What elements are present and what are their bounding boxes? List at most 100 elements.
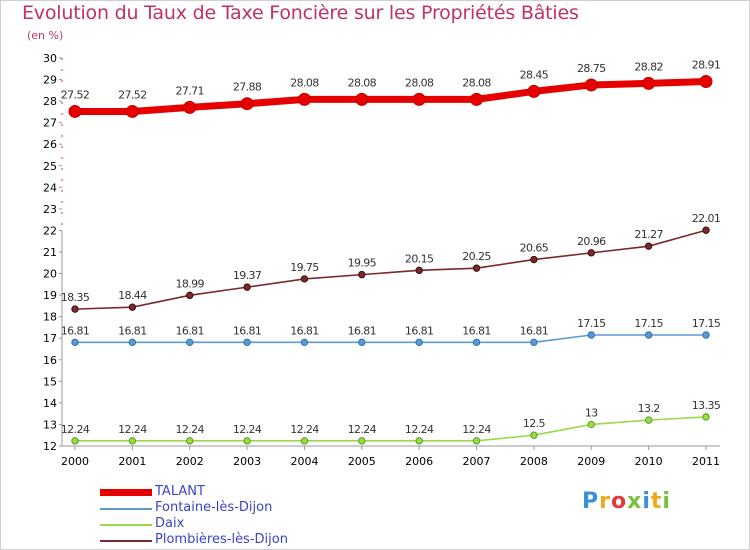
- x-tick-label: 2007: [463, 455, 491, 468]
- y-tick-label: 21: [43, 246, 57, 259]
- legend-swatch: [100, 489, 152, 496]
- data-point: [530, 338, 538, 347]
- data-point: [243, 437, 251, 445]
- y-tick-label: 18: [43, 311, 57, 324]
- data-point: [415, 338, 423, 347]
- data-label: 28.08: [405, 76, 434, 89]
- logo-letter: t: [650, 489, 663, 514]
- data-label: 12.24: [61, 423, 90, 436]
- data-point: [243, 338, 251, 347]
- data-label: 12.24: [462, 423, 491, 436]
- logo-letter: r: [599, 489, 611, 514]
- data-label: 16.81: [233, 324, 262, 337]
- x-tick-label: 2001: [118, 455, 146, 468]
- data-label: 13.35: [692, 399, 721, 412]
- data-point: [186, 437, 194, 445]
- data-label: 12.24: [405, 423, 434, 436]
- data-point: [243, 283, 251, 291]
- data-label: 19.37: [233, 269, 262, 282]
- data-point: [68, 104, 82, 118]
- data-label: 12.24: [290, 423, 319, 436]
- x-tick-label: 2003: [233, 455, 261, 468]
- data-point: [358, 270, 366, 279]
- data-label: 28.45: [520, 68, 549, 81]
- data-label: 17.15: [692, 317, 721, 330]
- data-point: [644, 242, 653, 250]
- y-tick-label: 27: [43, 117, 57, 130]
- data-label: 13: [585, 406, 598, 419]
- data-label: 27.52: [118, 88, 147, 101]
- data-point: [527, 84, 541, 98]
- data-point: [702, 226, 710, 234]
- data-label: 20.15: [405, 252, 434, 265]
- data-label: 20.65: [520, 242, 549, 255]
- data-point: [300, 275, 309, 283]
- data-label: 20.25: [462, 250, 491, 263]
- data-point: [530, 431, 538, 439]
- data-label: 27.71: [175, 84, 204, 97]
- data-label: 28.08: [348, 76, 377, 89]
- logo-letter: i: [662, 489, 671, 514]
- logo-letter: P: [582, 489, 600, 514]
- x-tick-label: 2011: [692, 455, 720, 468]
- logo-letter: x: [627, 489, 643, 514]
- data-point: [702, 413, 710, 421]
- data-label: 16.81: [520, 324, 549, 337]
- data-label: 21.27: [634, 228, 663, 241]
- y-tick-label: 17: [43, 332, 57, 345]
- y-tick-label: 26: [43, 138, 57, 151]
- data-point: [587, 420, 595, 429]
- data-label: 16.81: [348, 324, 377, 337]
- legend-label: Daix: [155, 516, 185, 531]
- data-label: 20.96: [577, 235, 606, 248]
- x-tick-label: 2010: [635, 455, 663, 468]
- y-tick-label: 28: [43, 95, 57, 108]
- data-point: [355, 92, 369, 106]
- data-label: 28.91: [692, 58, 721, 71]
- data-label: 19.75: [290, 261, 319, 274]
- data-label: 27.52: [61, 88, 90, 101]
- y-tick-label: 25: [43, 160, 57, 173]
- x-tick-label: 2002: [176, 455, 204, 468]
- data-point: [472, 338, 481, 347]
- legend-swatch: [100, 540, 152, 542]
- data-point: [71, 437, 79, 445]
- data-label: 16.81: [61, 324, 90, 337]
- y-tick-label: 19: [43, 289, 57, 302]
- data-point: [128, 437, 137, 445]
- data-label: 16.81: [290, 324, 319, 337]
- data-label: 18.99: [175, 277, 204, 290]
- data-label: 28.82: [634, 60, 663, 73]
- data-point: [699, 74, 713, 88]
- data-point: [642, 76, 656, 90]
- data-point: [240, 97, 254, 111]
- series-line-0: [71, 77, 710, 115]
- chart-title: Evolution du Taux de Taxe Foncière sur l…: [22, 2, 579, 24]
- data-point: [128, 338, 137, 347]
- data-point: [358, 338, 366, 347]
- x-tick-label: 2000: [61, 455, 89, 468]
- data-point: [584, 78, 598, 92]
- data-label: 16.81: [462, 324, 491, 337]
- data-point: [125, 104, 139, 118]
- data-point: [415, 266, 423, 275]
- y-tick-label: 23: [43, 203, 57, 216]
- y-tick-label: 13: [43, 418, 57, 431]
- y-tick-label: 22: [43, 224, 57, 237]
- data-point: [587, 249, 595, 257]
- y-tick-label: 29: [43, 74, 57, 87]
- series-line-3: [74, 229, 707, 310]
- data-label: 12.5: [523, 417, 546, 430]
- chart-unit-label: (en %): [27, 29, 64, 42]
- data-label: 16.81: [175, 324, 204, 337]
- data-point: [297, 92, 311, 106]
- data-point: [472, 264, 481, 272]
- data-label: 17.15: [634, 317, 663, 330]
- x-tick-label: 2004: [290, 455, 318, 468]
- data-label: 12.24: [348, 423, 377, 436]
- data-point: [470, 92, 484, 106]
- data-label: 17.15: [577, 317, 606, 330]
- data-point: [183, 100, 197, 114]
